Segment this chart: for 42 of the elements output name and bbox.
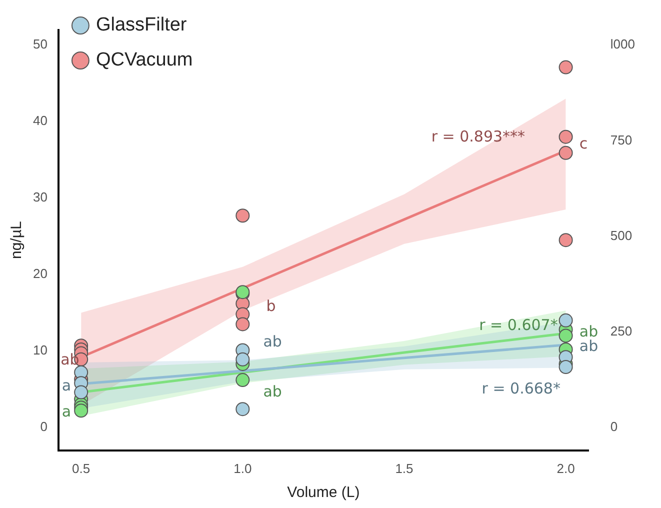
y2-tick-label: 500 xyxy=(610,228,632,243)
annotation: b xyxy=(266,296,276,315)
point xyxy=(558,60,573,74)
annotation: ab xyxy=(263,382,282,401)
point xyxy=(74,385,88,400)
legend-label: GlassFilter xyxy=(96,14,188,36)
point xyxy=(558,313,573,328)
y-tick-label: 20 xyxy=(32,266,48,282)
y-tick-label: 30 xyxy=(32,190,48,205)
annotation: a xyxy=(62,402,72,420)
x-tick-label: 2.0 xyxy=(556,460,575,476)
annotation: r = 0.607* xyxy=(479,316,558,334)
y-tick-label: 10 xyxy=(32,342,48,358)
y2-tick-label: 0 xyxy=(610,419,618,434)
annotation: a xyxy=(62,376,72,394)
x-tick-label: 1.5 xyxy=(395,460,414,476)
annotation: ab xyxy=(263,332,282,351)
point xyxy=(236,352,250,366)
y2-tick-label: 250 xyxy=(610,323,632,338)
point xyxy=(558,328,573,343)
point xyxy=(558,146,573,160)
point xyxy=(74,404,88,418)
legend-label: QCVacuum xyxy=(96,50,193,71)
point xyxy=(236,402,250,416)
annotation: r = 0.668* xyxy=(482,379,561,398)
y-tick-label: 50 xyxy=(32,36,48,52)
annotation: r = 0.893*** xyxy=(431,127,526,146)
x-tick-label: 1.0 xyxy=(234,460,252,476)
point xyxy=(558,360,573,374)
y2-tick-label: l000 xyxy=(610,36,635,52)
point xyxy=(558,130,573,144)
point xyxy=(236,373,250,388)
y-axis-title: ng/µL xyxy=(8,221,26,260)
x-axis-title: Volume (L) xyxy=(287,484,360,502)
point xyxy=(236,208,250,223)
annotation: c xyxy=(579,134,588,153)
y-tick-label: 40 xyxy=(32,113,48,128)
point xyxy=(558,233,573,248)
x-tick-label: 0.5 xyxy=(72,460,90,476)
point xyxy=(236,317,250,332)
y2-tick-label: 750 xyxy=(610,132,632,148)
y-tick-label: 0 xyxy=(40,419,48,434)
